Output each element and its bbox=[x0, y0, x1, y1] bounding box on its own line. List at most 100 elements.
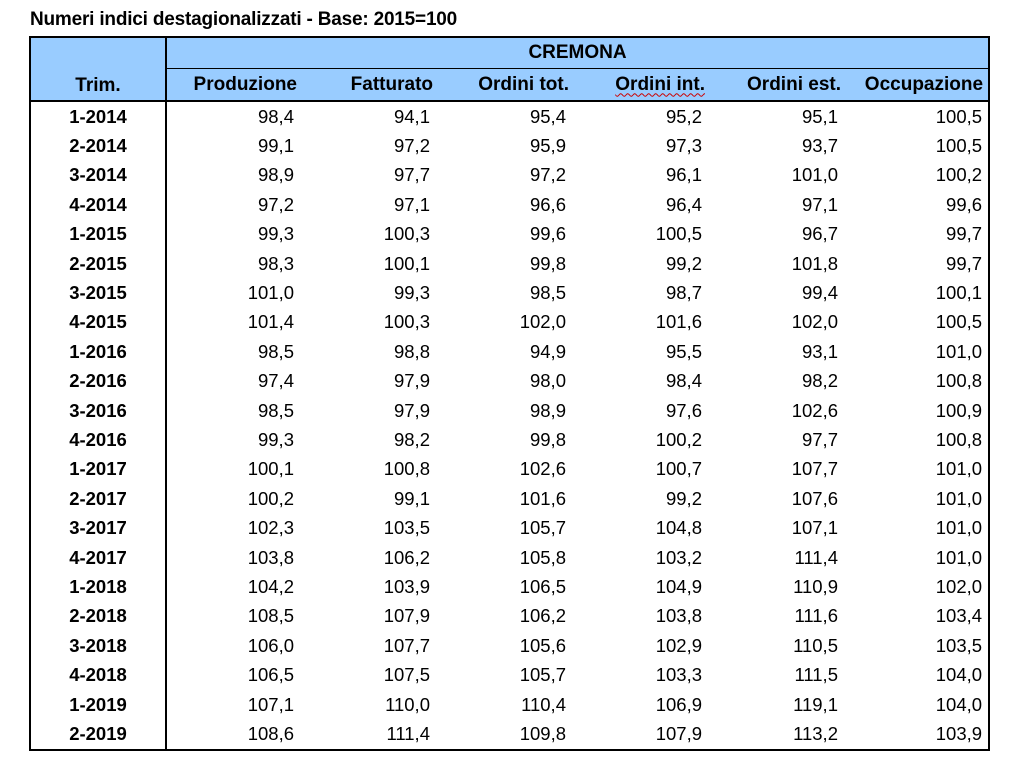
table-row: 1-2017 100,1 100,8 102,6 100,7 107,7 101,0 bbox=[29, 454, 991, 485]
value-cell: 111,5 bbox=[794, 664, 838, 686]
value-cell: 103,9 bbox=[846, 719, 991, 751]
value-cell: 107,5 bbox=[383, 664, 430, 686]
column-header-occupazione: Occupazione bbox=[846, 68, 991, 102]
value-cell: 103,9 bbox=[383, 575, 430, 597]
value-cell: 98,5 bbox=[257, 399, 294, 421]
value-cell: 99,3 bbox=[393, 282, 430, 304]
table-row: 1-2019 107,1 110,0 110,4 106,9 119,1 104,0 bbox=[29, 689, 991, 720]
value-cell: 99,1 bbox=[257, 135, 294, 157]
value-cell: 98,5 bbox=[529, 282, 566, 304]
table-row: 3-2018 106,0 107,7 105,6 102,9 110,5 103,5 bbox=[29, 631, 991, 661]
value-cell: 96,7 bbox=[801, 223, 838, 245]
value-cell: 113,2 bbox=[710, 719, 846, 751]
value-cell: 94,9 bbox=[529, 340, 566, 362]
period-cell: 2-2018 bbox=[29, 601, 167, 632]
value-cell: 99,4 bbox=[801, 282, 838, 304]
value-cell: 106,2 bbox=[519, 605, 566, 627]
value-cell: 99,8 bbox=[529, 428, 566, 450]
value-cell: 100,5 bbox=[846, 131, 991, 161]
period-cell: 4-2014 bbox=[29, 190, 167, 220]
column-header-ordini-int: Ordini int. bbox=[574, 68, 710, 102]
value-cell: 105,6 bbox=[519, 634, 566, 656]
value-cell: 100,5 bbox=[655, 223, 702, 245]
value-cell: 101,0 bbox=[247, 282, 294, 304]
value-cell: 100,3 bbox=[383, 223, 430, 245]
period-cell: 3-2018 bbox=[29, 631, 167, 661]
value-cell: 98,8 bbox=[393, 340, 430, 362]
value-cell: 96,4 bbox=[665, 193, 702, 215]
value-cell: 99,7 bbox=[846, 219, 991, 249]
value-cell: 97,3 bbox=[665, 135, 702, 157]
value-cell: 99,6 bbox=[846, 190, 991, 220]
value-cell: 103,8 bbox=[247, 546, 294, 568]
period-cell: 2-2016 bbox=[29, 366, 167, 396]
value-cell: 109,8 bbox=[438, 719, 574, 751]
value-cell: 104,0 bbox=[846, 689, 991, 720]
table-row: 2-2018 108,5 107,9 106,2 103,8 111,6 103,4 bbox=[29, 601, 991, 632]
value-cell: 101,0 bbox=[846, 542, 991, 573]
value-cell: 99,8 bbox=[529, 252, 566, 274]
group-header-city: CREMONA bbox=[166, 36, 991, 69]
value-cell: 101,0 bbox=[846, 484, 991, 514]
table-row: 1-2015 99,3 100,3 99,6 100,5 96,7 99,7 bbox=[29, 219, 991, 249]
value-cell: 105,8 bbox=[519, 546, 566, 568]
value-cell: 98,0 bbox=[529, 370, 566, 392]
period-cell: 2-2014 bbox=[29, 131, 167, 161]
value-cell: 102,6 bbox=[791, 399, 838, 421]
value-cell: 97,2 bbox=[393, 135, 430, 157]
value-cell: 96,6 bbox=[529, 193, 566, 215]
table-row: 2-2019 108,6 111,4 109,8 107,9 113,2 103,9 bbox=[29, 719, 991, 751]
table-row: 4-2014 97,2 97,1 96,6 96,4 97,1 99,6 bbox=[29, 190, 991, 220]
value-cell: 106,0 bbox=[247, 634, 294, 656]
table-row: 3-2015 101,0 99,3 98,5 98,7 99,4 100,1 bbox=[29, 278, 991, 308]
value-cell: 101,0 bbox=[846, 337, 991, 367]
period-cell: 1-2014 bbox=[29, 101, 167, 132]
value-cell: 95,4 bbox=[529, 105, 566, 127]
value-cell: 101,6 bbox=[655, 311, 702, 333]
value-cell: 103,5 bbox=[846, 631, 991, 661]
column-header-ordini-tot: Ordini tot. bbox=[438, 68, 574, 102]
value-cell: 97,4 bbox=[257, 370, 294, 392]
value-cell: 97,2 bbox=[257, 193, 294, 215]
value-cell: 119,1 bbox=[793, 693, 838, 715]
value-cell: 105,7 bbox=[519, 664, 566, 686]
value-cell: 97,9 bbox=[393, 370, 430, 392]
value-cell: 101,0 bbox=[846, 513, 991, 543]
value-cell: 95,9 bbox=[529, 135, 566, 157]
value-cell: 102,3 bbox=[247, 517, 294, 539]
value-cell: 111,6 bbox=[794, 605, 838, 627]
period-cell: 1-2016 bbox=[29, 337, 167, 367]
value-cell: 98,3 bbox=[257, 252, 294, 274]
period-cell: 2-2017 bbox=[29, 484, 167, 514]
value-cell: 103,2 bbox=[655, 546, 702, 568]
value-cell: 111,4 bbox=[794, 546, 838, 568]
value-cell: 99,6 bbox=[529, 223, 566, 245]
value-cell: 106,5 bbox=[247, 664, 294, 686]
value-cell: 95,1 bbox=[801, 105, 838, 127]
value-cell: 102,9 bbox=[655, 634, 702, 656]
value-cell: 93,7 bbox=[801, 135, 838, 157]
data-table-container: Trim. CREMONA Produzione Fatturato Ordin… bbox=[29, 36, 991, 751]
value-cell: 97,7 bbox=[801, 428, 838, 450]
period-cell: 2-2015 bbox=[29, 248, 167, 279]
period-cell: 1-2018 bbox=[29, 572, 167, 602]
value-cell: 104,2 bbox=[247, 575, 294, 597]
table-row: 4-2015 101,4 100,3 102,0 101,6 102,0 100,5 bbox=[29, 307, 991, 338]
value-cell: 98,4 bbox=[257, 105, 294, 127]
period-cell: 3-2014 bbox=[29, 160, 167, 191]
value-cell: 103,8 bbox=[655, 605, 702, 627]
table-row: 3-2017 102,3 103,5 105,7 104,8 107,1 101,0 bbox=[29, 513, 991, 543]
value-cell: 102,0 bbox=[846, 572, 991, 602]
column-header-produzione: Produzione bbox=[166, 68, 302, 102]
period-cell: 2-2019 bbox=[29, 719, 167, 751]
value-cell: 107,9 bbox=[383, 605, 430, 627]
value-cell: 105,7 bbox=[519, 517, 566, 539]
value-cell: 98,9 bbox=[257, 164, 294, 186]
period-cell: 1-2015 bbox=[29, 219, 167, 249]
table-row: 1-2018 104,2 103,9 106,5 104,9 110,9 102,0 bbox=[29, 572, 991, 602]
value-cell: 108,6 bbox=[166, 719, 302, 751]
period-cell: 1-2019 bbox=[29, 689, 167, 720]
value-cell: 96,1 bbox=[665, 164, 702, 186]
value-cell: 102,6 bbox=[519, 458, 566, 480]
value-cell: 100,8 bbox=[846, 366, 991, 396]
